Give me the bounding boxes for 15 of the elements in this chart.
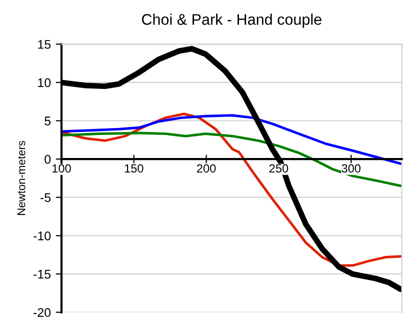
y-axis-title: Newton-meters (18, 140, 26, 215)
y-tick-label: -5 (40, 193, 51, 202)
x-tick-label: 300 (342, 164, 361, 173)
x-tick-label: 200 (197, 164, 216, 173)
y-tick-label: 0 (44, 154, 51, 164)
y-tick-label: 5 (44, 116, 51, 126)
chart-title: Choi & Park - Hand couple (142, 14, 322, 28)
y-tick-label: 10 (38, 78, 51, 88)
x-tick-label: 250 (269, 164, 288, 173)
y-tick-label: -20 (34, 308, 51, 317)
y-tick-label: -15 (34, 270, 51, 279)
y-tick-label: 15 (38, 40, 51, 49)
x-tick-label: 150 (124, 164, 144, 173)
x-tick-label: 100 (52, 164, 71, 173)
y-tick-label: -10 (34, 231, 51, 240)
